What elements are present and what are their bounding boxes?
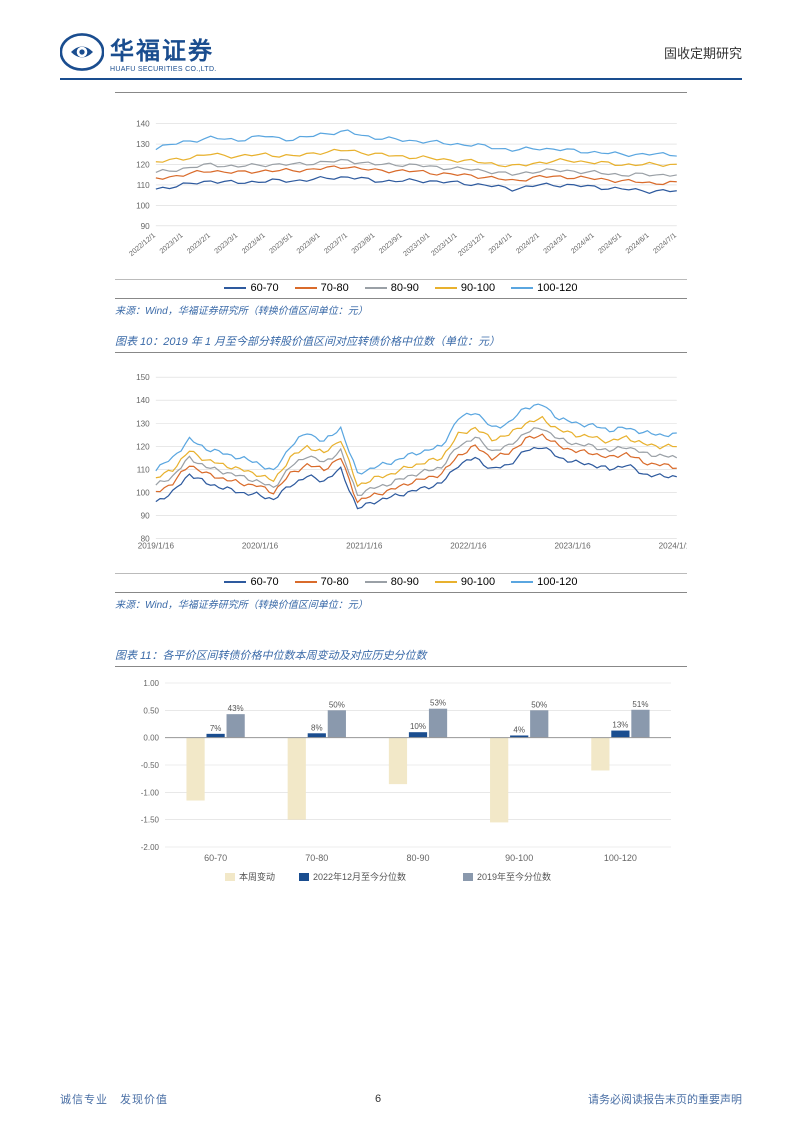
- svg-text:140: 140: [136, 120, 150, 129]
- svg-text:2023/11/1: 2023/11/1: [430, 231, 459, 257]
- svg-text:0.50: 0.50: [143, 706, 159, 715]
- svg-text:2023/10/1: 2023/10/1: [402, 231, 431, 258]
- svg-text:130: 130: [136, 419, 150, 428]
- svg-text:50%: 50%: [531, 700, 547, 709]
- svg-text:2022/1/16: 2022/1/16: [450, 542, 487, 551]
- legend-item: 80-90: [365, 576, 419, 588]
- footer-right: 请务必阅读报告末页的重要声明: [588, 1091, 742, 1107]
- svg-text:2023/1/16: 2023/1/16: [554, 542, 591, 551]
- legend-item: 90-100: [435, 576, 495, 588]
- fig10-title: 图表 10：2019 年 1 月至今部分转股价值区间对应转债价格中位数（单位：元…: [115, 333, 687, 353]
- svg-text:2024/3/1: 2024/3/1: [542, 231, 568, 255]
- chart2: 80901001101201301401502019/1/162020/1/16…: [115, 361, 687, 571]
- svg-text:2024/1/16: 2024/1/16: [659, 542, 687, 551]
- svg-text:2022/12/1: 2022/12/1: [128, 231, 157, 258]
- svg-text:2024/5/1: 2024/5/1: [597, 231, 623, 255]
- chart2-container: 80901001101201301401502019/1/162020/1/16…: [115, 361, 687, 611]
- legend-item: 100-120: [511, 282, 577, 294]
- svg-text:90: 90: [141, 222, 151, 231]
- svg-text:8%: 8%: [311, 723, 323, 732]
- svg-text:2023/9/1: 2023/9/1: [377, 231, 403, 255]
- svg-text:100: 100: [136, 201, 150, 210]
- legend-item: 90-100: [435, 282, 495, 294]
- svg-text:2020/1/16: 2020/1/16: [242, 542, 279, 551]
- svg-text:43%: 43%: [228, 704, 244, 713]
- chart2-legend: 60-70 70-80 80-90 90-100 100-120: [115, 573, 687, 588]
- svg-text:70-80: 70-80: [305, 853, 328, 863]
- svg-text:120: 120: [136, 442, 150, 451]
- svg-text:100-120: 100-120: [604, 853, 637, 863]
- legend-item: 70-80: [295, 576, 349, 588]
- svg-text:100: 100: [136, 488, 150, 497]
- chart1-container: 90 100 110 120 130 140 2022/12/12023/1/12023/2…: [115, 92, 687, 317]
- svg-text:2023/4/1: 2023/4/1: [240, 231, 266, 255]
- legend-item: 70-80: [295, 282, 349, 294]
- legend-item: 100-120: [511, 576, 577, 588]
- svg-text:2019年至今分位数: 2019年至今分位数: [477, 871, 551, 882]
- page-footer: 诚信专业 发现价值 6 请务必阅读报告末页的重要声明: [0, 1091, 802, 1107]
- page-header: 华福证券 HUAFU SECURITIES CO.,LTD. 固收定期研究: [60, 30, 742, 80]
- footer-left: 诚信专业 发现价值: [60, 1091, 168, 1107]
- chart1-legend: 60-70 70-80 80-90 90-100 100-120: [115, 279, 687, 294]
- svg-text:60-70: 60-70: [204, 853, 227, 863]
- legend-item: 60-70: [224, 282, 278, 294]
- svg-text:-2.00: -2.00: [141, 843, 160, 852]
- svg-text:7%: 7%: [210, 724, 222, 733]
- svg-text:130: 130: [136, 140, 150, 149]
- svg-text:90-100: 90-100: [505, 853, 533, 863]
- chart3: -2.00 -1.50 -1.00 -0.50 0.00 0.50 1.00 60-70 7% 4…: [115, 675, 687, 885]
- svg-text:120: 120: [136, 161, 150, 170]
- legend-item: 60-70: [224, 576, 278, 588]
- header-category: 固收定期研究: [664, 43, 742, 62]
- svg-text:2023/2/1: 2023/2/1: [186, 231, 212, 255]
- svg-text:2024/7/1: 2024/7/1: [652, 231, 678, 255]
- svg-text:90: 90: [141, 512, 151, 521]
- svg-text:2022年12月至今分位数: 2022年12月至今分位数: [313, 871, 406, 882]
- chart1: 90 100 110 120 130 140 2022/12/12023/1/12023/2…: [115, 97, 687, 277]
- svg-text:53%: 53%: [430, 699, 446, 708]
- svg-text:-1.00: -1.00: [141, 788, 160, 797]
- svg-text:2024/4/1: 2024/4/1: [569, 231, 595, 255]
- svg-text:0.00: 0.00: [143, 734, 159, 743]
- svg-text:2023/5/1: 2023/5/1: [268, 231, 294, 255]
- svg-text:2024/6/1: 2024/6/1: [624, 231, 650, 255]
- svg-text:110: 110: [137, 465, 150, 474]
- svg-text:10%: 10%: [410, 722, 426, 731]
- logo: 华福证券 HUAFU SECURITIES CO.,LTD.: [60, 30, 217, 74]
- svg-text:140: 140: [136, 396, 150, 405]
- svg-text:4%: 4%: [513, 725, 525, 734]
- svg-text:2024/1/1: 2024/1/1: [487, 231, 513, 255]
- svg-text:2023/7/1: 2023/7/1: [323, 231, 349, 255]
- svg-text:-1.50: -1.50: [141, 816, 160, 825]
- svg-text:2024/2/1: 2024/2/1: [515, 231, 541, 255]
- svg-text:2023/3/1: 2023/3/1: [213, 231, 239, 255]
- svg-text:2023/8/1: 2023/8/1: [350, 231, 376, 255]
- svg-text:2021/1/16: 2021/1/16: [346, 542, 383, 551]
- chart3-container: -2.00 -1.50 -1.00 -0.50 0.00 0.50 1.00 60-70 7% 4…: [115, 675, 687, 885]
- svg-text:1.00: 1.00: [143, 679, 159, 688]
- chart2-source: 来源：Wind，华福证券研究所（转换价值区间单位：元）: [115, 592, 687, 611]
- svg-text:2019/1/16: 2019/1/16: [138, 542, 175, 551]
- legend-item: 80-90: [365, 282, 419, 294]
- fig11-title: 图表 11：各平价区间转债价格中位数本周变动及对应历史分位数: [115, 647, 687, 667]
- company-logo-icon: [60, 30, 104, 74]
- svg-text:2023/12/1: 2023/12/1: [457, 231, 486, 258]
- svg-text:80-90: 80-90: [406, 853, 429, 863]
- logo-cn-text: 华福证券: [110, 31, 217, 66]
- svg-text:13%: 13%: [612, 721, 628, 730]
- svg-text:2023/1/1: 2023/1/1: [158, 231, 184, 255]
- svg-text:150: 150: [136, 373, 150, 382]
- svg-text:51%: 51%: [632, 700, 648, 709]
- svg-text:本周变动: 本周变动: [239, 871, 275, 882]
- logo-en-text: HUAFU SECURITIES CO.,LTD.: [110, 66, 217, 73]
- svg-text:2023/6/1: 2023/6/1: [295, 231, 321, 255]
- svg-text:110: 110: [137, 181, 150, 190]
- chart1-source: 来源：Wind，华福证券研究所（转换价值区间单位：元）: [115, 298, 687, 317]
- svg-text:50%: 50%: [329, 700, 345, 709]
- svg-text:-0.50: -0.50: [141, 761, 160, 770]
- footer-page-number: 6: [375, 1093, 381, 1105]
